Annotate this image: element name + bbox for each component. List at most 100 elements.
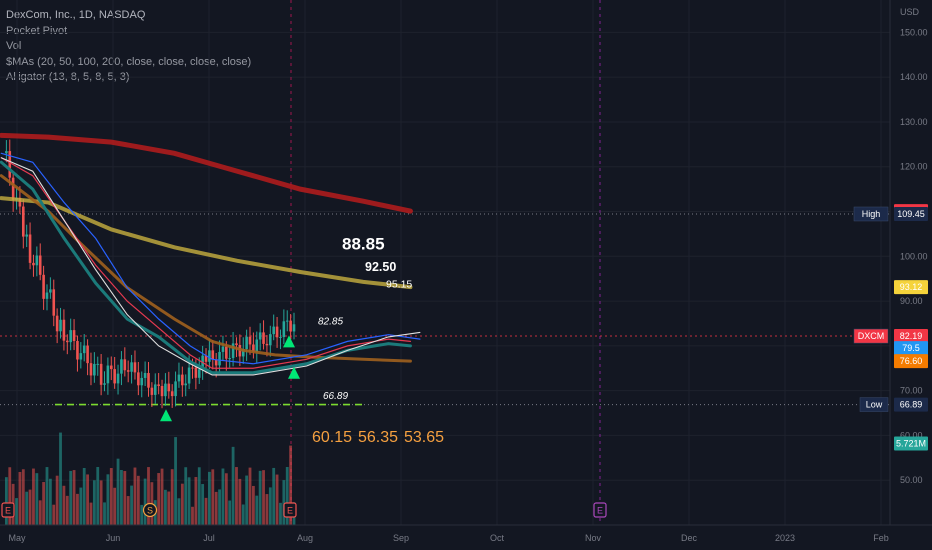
volume-bar — [113, 487, 117, 525]
legend-pocket-pivot[interactable]: Pocket Pivot — [6, 24, 68, 37]
candle-body — [133, 362, 137, 373]
volume-bar — [275, 474, 279, 525]
legend-mas[interactable]: $MAs (20, 50, 100, 200, close, close, cl… — [6, 55, 252, 68]
earnings-marker[interactable] — [593, 502, 607, 518]
candle-body — [45, 292, 49, 299]
volume-bar — [262, 470, 265, 525]
volume-bar — [221, 468, 225, 525]
volume-bar — [177, 498, 181, 525]
volume-bar — [28, 489, 32, 525]
legend-title[interactable]: DexCom, Inc., 1D, NASDAQ — [6, 9, 146, 21]
volume-bar — [103, 502, 106, 525]
x-tick-label: Nov — [585, 533, 602, 543]
volume-bar — [45, 467, 49, 525]
candle-body — [25, 234, 28, 237]
price-annotation: 95.15 — [386, 279, 412, 291]
price-tag-value: 76.60 — [900, 356, 923, 366]
volume-bar — [55, 475, 59, 525]
y-tick-label: 50.00 — [900, 475, 923, 485]
candle-body — [28, 234, 32, 263]
x-tick-label: Jun — [106, 533, 121, 543]
candle-body — [126, 370, 130, 372]
candle-body — [231, 343, 235, 359]
volume-bar — [180, 483, 184, 525]
volume-bar — [235, 467, 238, 525]
volume-bar — [164, 489, 167, 525]
volume-bar — [258, 470, 262, 525]
candle-body — [52, 289, 56, 316]
candle-body — [197, 369, 201, 378]
pocket-pivot-marker — [160, 409, 172, 422]
price-tag — [894, 329, 928, 344]
volume-bar — [170, 469, 174, 525]
x-tick-label: Aug — [297, 533, 313, 543]
candle-body — [235, 343, 238, 346]
pocket-pivot-marker — [283, 335, 295, 348]
volume-bar — [285, 467, 289, 525]
volume-bar — [96, 467, 100, 525]
volume-bar — [218, 489, 221, 525]
candle-body — [265, 343, 269, 346]
earnings-marker-label: E — [287, 506, 293, 516]
candle-body — [99, 363, 103, 385]
candle-body — [123, 359, 127, 371]
volume-bar — [157, 473, 161, 525]
volume-bar — [194, 477, 198, 525]
volume-bar — [106, 474, 110, 525]
price-tag — [894, 436, 928, 451]
volume-bar — [174, 437, 177, 525]
candle-body — [42, 274, 45, 299]
candle-body — [120, 359, 123, 374]
price-tag-value: 79.5 — [902, 343, 920, 353]
volume-bar — [282, 480, 286, 525]
price-tag-value: 93.12 — [900, 282, 923, 292]
candle-body — [167, 383, 171, 392]
candle-body — [245, 336, 248, 350]
candle-body — [109, 365, 113, 370]
ma-200 — [0, 132, 413, 214]
candle-body — [184, 383, 188, 386]
candle-body — [82, 345, 86, 354]
volume-bar — [69, 470, 73, 525]
earnings-marker[interactable] — [1, 502, 15, 518]
candle-body — [130, 362, 133, 372]
price-tag-label: DXCM — [858, 331, 885, 341]
candle-body — [59, 319, 62, 332]
volume-bar — [214, 491, 218, 525]
volume-bar — [191, 506, 194, 525]
candle-body — [65, 340, 69, 343]
candle-body — [5, 151, 8, 154]
candle-body — [174, 381, 177, 397]
candle-body — [96, 363, 100, 365]
downside-target: 60.15 — [312, 429, 352, 446]
volume-bar — [147, 467, 150, 525]
volume-bar — [265, 494, 269, 525]
y-tick-label: 120.00 — [900, 162, 928, 172]
volume-bar — [268, 487, 272, 525]
candle-body — [211, 350, 215, 360]
volume-bar — [224, 473, 228, 525]
volume-bar — [289, 445, 293, 525]
volume-bar — [76, 493, 79, 525]
price-axis-bg — [890, 0, 932, 550]
price-tag-label-box — [853, 328, 889, 344]
candle-body — [103, 383, 106, 385]
volume-bar — [123, 471, 127, 525]
volume-bar — [184, 467, 188, 525]
candle-body — [218, 351, 221, 366]
x-tick-label: 2023 — [775, 533, 795, 543]
price-tag-label: Low — [866, 400, 883, 410]
volume-bar — [187, 477, 191, 525]
candle-body — [275, 326, 279, 338]
candle-body — [86, 345, 89, 364]
y-tick-label: 90.00 — [900, 296, 923, 306]
downside-target: 56.35 — [358, 429, 398, 446]
earnings-marker[interactable] — [283, 502, 297, 518]
candle-body — [150, 387, 154, 395]
volume-bar — [65, 495, 69, 525]
volume-bar — [92, 480, 96, 525]
candle-body — [289, 320, 292, 332]
split-marker[interactable] — [142, 502, 158, 518]
y-tick-label: 60.00 — [900, 430, 923, 440]
